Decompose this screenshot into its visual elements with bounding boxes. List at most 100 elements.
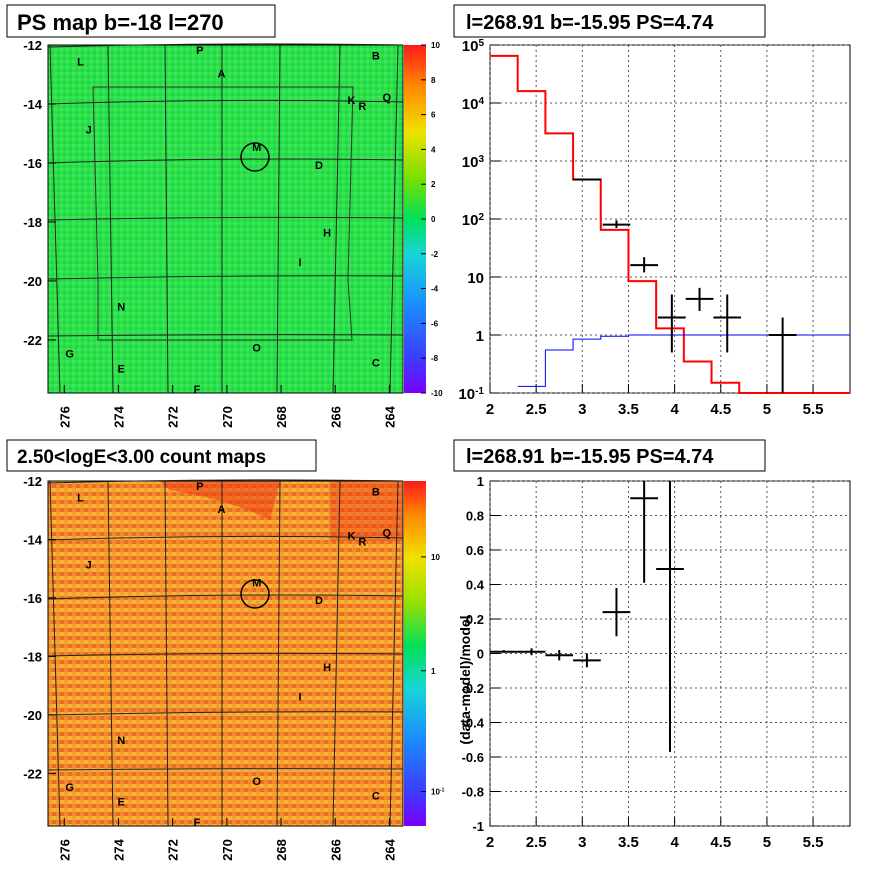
y-tick-label: 104 (462, 96, 485, 114)
x-tick-label: 266 (328, 839, 343, 861)
x-tick-label: 2.5 (526, 834, 547, 851)
model-step-line (490, 54, 850, 394)
y-tick-label: -1 (472, 819, 484, 834)
ps-map-coordinate-grid (47, 43, 404, 394)
residual-title: l=268.91 b=-15.95 PS=4.74 (466, 446, 714, 468)
colorbar-tick-label: 8 (431, 76, 436, 85)
y-tick-label: 10-1 (458, 386, 484, 404)
x-tick-label: 268 (274, 406, 289, 428)
source-label: E (117, 797, 124, 809)
source-label: Q (382, 92, 391, 104)
y-tick-label: -14 (23, 97, 43, 112)
ps-map-colorbar-ticks: 10 8 6 4 2 0 -2 -4 -6 -8 -10 (421, 41, 443, 398)
count-map-x-ticks: 276 274 272 270 268 266 264 (57, 818, 397, 861)
residual-y-axis-label: (data-model)/model (457, 615, 473, 744)
source-label: N (117, 301, 125, 313)
source-label: C (372, 357, 380, 369)
y-tick-label: 103 (462, 154, 485, 172)
colorbar-tick-label: 0 (431, 215, 436, 224)
spectrum-title-box (453, 4, 766, 38)
y-tick-label: -22 (23, 766, 42, 781)
x-tick-label: 272 (166, 406, 181, 428)
ps-map-title-box (6, 4, 276, 38)
x-tick-label: 268 (274, 839, 289, 861)
x-tick-label: 3.5 (618, 401, 639, 418)
source-label: B (372, 51, 380, 63)
y-tick-label: -0.2 (462, 681, 484, 696)
residual-points (490, 481, 684, 752)
y-tick-label: -20 (23, 708, 42, 723)
source-label: A (217, 504, 225, 516)
source-label: O (252, 776, 261, 788)
source-label: F (194, 817, 201, 829)
y-tick-label: -14 (23, 532, 43, 547)
x-tick-label: 264 (382, 405, 397, 427)
ps-map-y-ticks: -12 -14 -16 -18 -20 -22 (23, 38, 56, 348)
residual-x-ticks: 2 2.5 3 3.5 4 4.5 5 5.5 (486, 817, 824, 851)
source-label: H (323, 228, 331, 240)
ps-map-target-circle (240, 142, 270, 172)
count-map-colorbar-ticks: 10 1 10-1 (421, 553, 445, 797)
x-tick-label: 274 (111, 838, 126, 860)
y-tick-label: 0.4 (466, 578, 485, 593)
x-tick-label: 264 (382, 838, 397, 860)
x-tick-label: 5 (763, 401, 771, 418)
count-map-title: 2.50<logE<3.00 count maps (17, 447, 266, 468)
source-label: Q (382, 528, 391, 540)
background-step-line (517, 334, 850, 387)
y-tick-label: 10 (467, 270, 484, 287)
y-tick-label: 105 (462, 38, 485, 56)
y-tick-label: -12 (23, 474, 42, 489)
colorbar-tick-label: 1 (431, 667, 436, 676)
source-label: F (194, 384, 201, 396)
colorbar-tick-label: 10 (431, 41, 440, 50)
source-label: L (77, 492, 84, 504)
source-label: A (217, 68, 225, 80)
y-tick-label: -0.4 (462, 716, 485, 731)
x-tick-label: 3 (578, 401, 586, 418)
spectrum-series (490, 54, 850, 394)
count-map-coordinate-grid (47, 479, 404, 827)
y-tick-label: 0.2 (466, 612, 484, 627)
source-label: B (372, 487, 380, 499)
y-tick-label: -0.8 (462, 785, 484, 800)
ps-map-colorbar (404, 45, 426, 393)
x-tick-label: 270 (220, 839, 235, 861)
source-label: D (315, 595, 323, 607)
residual-title-box (453, 439, 766, 472)
y-tick-label: -18 (23, 649, 42, 664)
ps-map-x-ticks: 276 274 272 270 268 266 264 (57, 385, 397, 428)
x-tick-label: 2 (486, 834, 494, 851)
ps-map-panel: L P B A K R Q J M D H I N O G E C F 10 8 6 4 2 0 -2 -4 -6 -8 -10 -1… (23, 38, 443, 428)
colorbar-tick-label: -4 (431, 285, 439, 294)
y-tick-label: 1 (476, 328, 484, 345)
y-tick-label: -20 (23, 274, 42, 289)
x-tick-label: 276 (57, 839, 72, 861)
source-label: C (372, 791, 380, 803)
x-tick-label: 274 (111, 405, 126, 427)
x-tick-label: 4 (670, 401, 679, 418)
y-tick-label: -16 (23, 591, 42, 606)
x-tick-label: 2 (486, 401, 494, 418)
colorbar-tick-label: -10 (431, 389, 443, 398)
y-tick-label: -12 (23, 38, 42, 53)
source-label: L (77, 57, 84, 69)
x-tick-label: 270 (220, 406, 235, 428)
count-map-colorbar (404, 481, 426, 826)
source-label: I (298, 257, 301, 269)
source-label: K (348, 530, 356, 542)
source-label: D (315, 160, 323, 172)
x-tick-label: 5.5 (803, 401, 824, 418)
source-label: M (252, 577, 261, 589)
source-label: O (252, 343, 261, 355)
colorbar-tick-label: -2 (431, 250, 439, 259)
x-tick-label: 5.5 (803, 834, 824, 851)
x-tick-label: 4.5 (710, 834, 731, 851)
source-label: G (65, 782, 74, 794)
source-label: G (65, 349, 74, 361)
y-tick-label: 0.8 (466, 509, 484, 524)
x-tick-label: 4 (670, 834, 679, 851)
y-tick-label: -22 (23, 333, 42, 348)
ps-map-source-labels: L P B A K R Q J M D H I N O G E C F (65, 45, 391, 396)
